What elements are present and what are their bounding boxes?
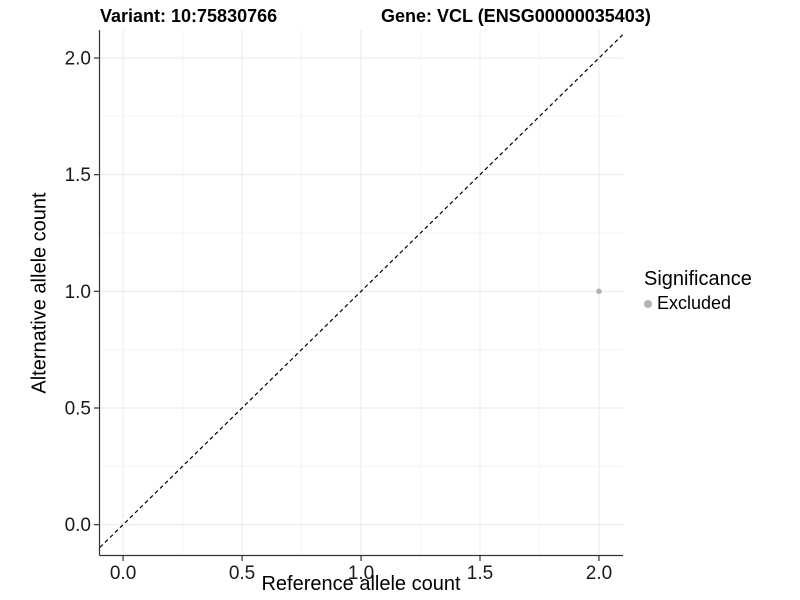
legend-entry-excluded: Excluded (644, 293, 752, 314)
svg-text:1.5: 1.5 (467, 563, 493, 584)
svg-text:1.0: 1.0 (65, 282, 91, 303)
plot-title-gene: Gene: VCL (ENSG00000035403) (381, 6, 651, 26)
plot-title-variant: Variant: 10:75830766 (100, 6, 278, 26)
svg-text:1.0: 1.0 (348, 563, 374, 584)
legend: Significance Excluded (644, 268, 752, 314)
x-axis-title: Reference allele count (261, 573, 461, 595)
svg-text:2.0: 2.0 (586, 563, 612, 584)
legend-entry-label: Excluded (657, 293, 732, 313)
svg-text:1.5: 1.5 (65, 165, 91, 186)
svg-text:2.0: 2.0 (65, 49, 91, 70)
legend-title: Significance (644, 268, 752, 290)
legend-point-icon (644, 299, 652, 308)
svg-text:0.5: 0.5 (229, 563, 255, 584)
y-axis-title: Alternative allele count (28, 192, 51, 394)
svg-text:0.0: 0.0 (65, 515, 91, 536)
svg-text:0.0: 0.0 (110, 563, 136, 584)
svg-text:0.5: 0.5 (65, 399, 91, 420)
